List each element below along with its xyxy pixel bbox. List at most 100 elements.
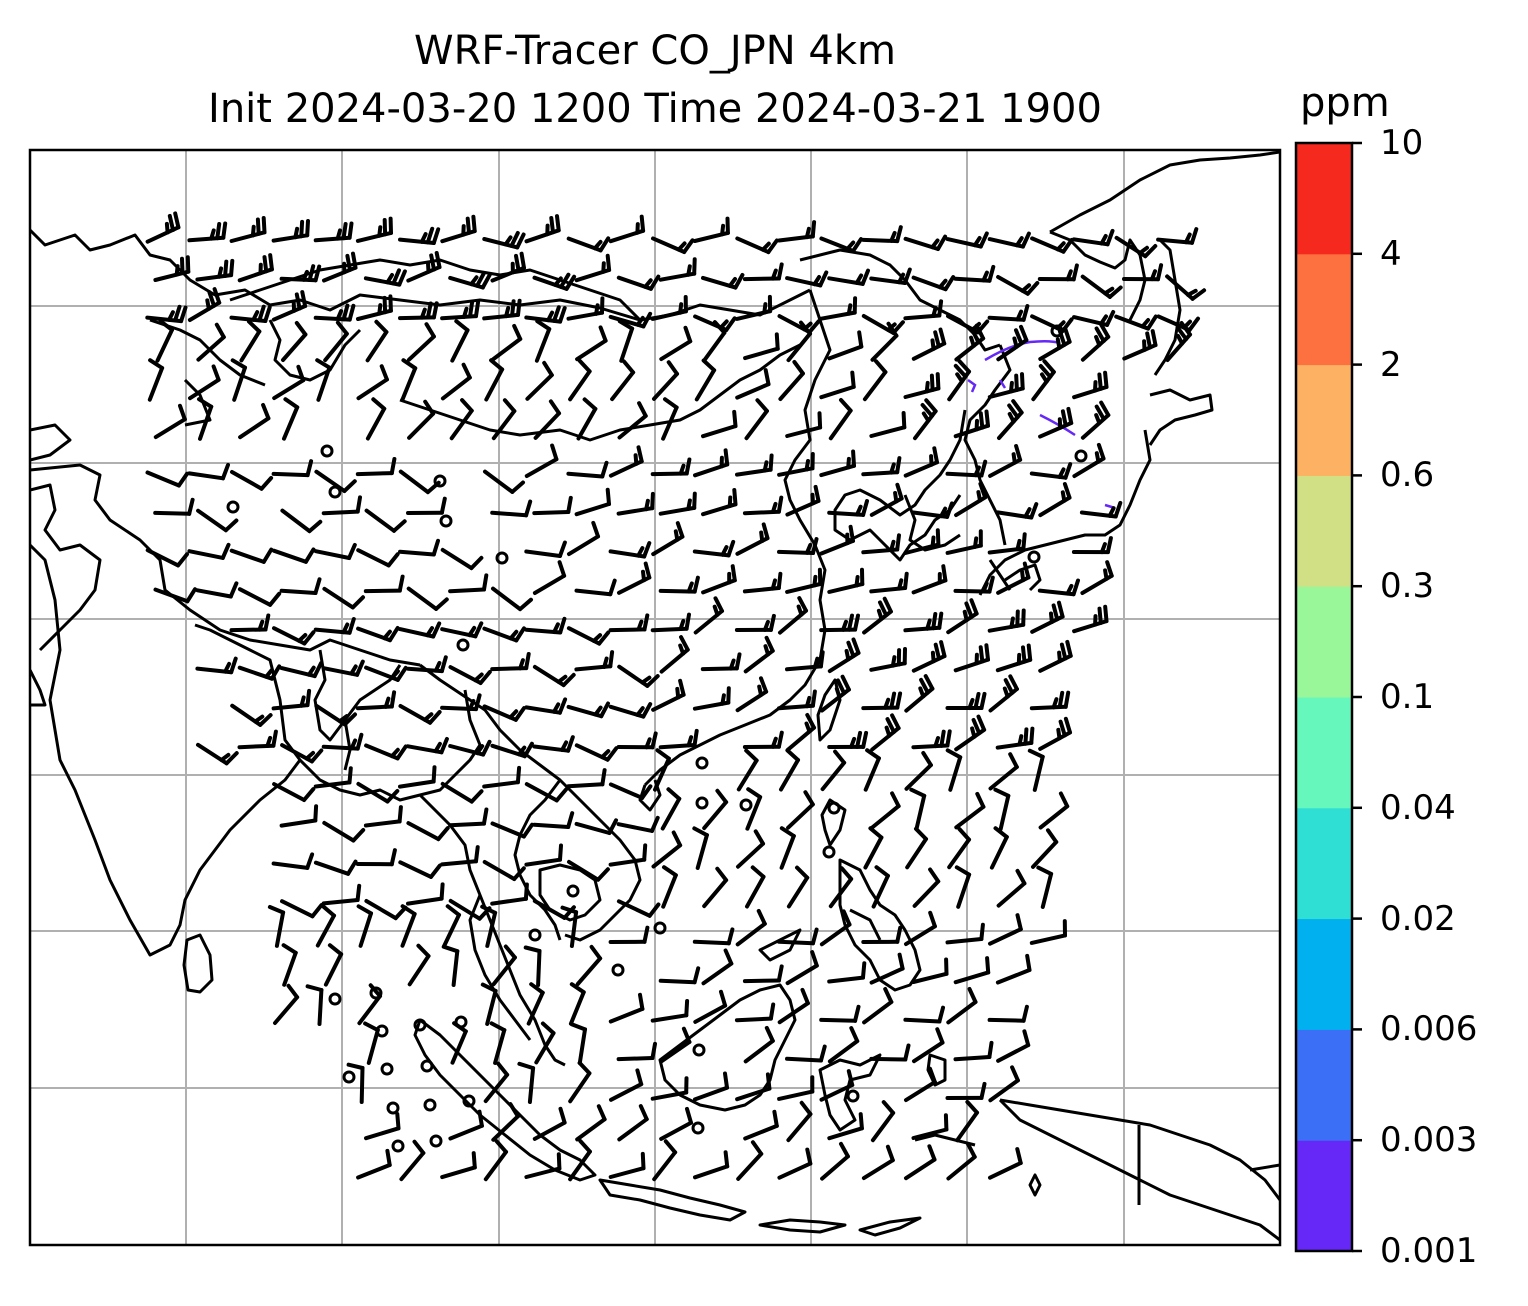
wind-barb-feather [187,497,195,516]
wind-barb-shaft [313,860,351,876]
wind-barb-feather [514,253,521,272]
wind-barb-shaft [485,988,498,1026]
wind-barb-feather [1009,616,1015,629]
wind-barb-feather [158,319,174,332]
wind-barb-feather [592,239,603,251]
wind-barb-feather [1055,337,1062,350]
wind-barb-feather [1015,1147,1023,1165]
wind-barb-feather [480,904,498,915]
wind-barb-feather [811,537,819,555]
wind-barb-feather [489,358,505,372]
wind-barb-shaft [736,758,759,792]
wind-barb-feather [559,272,571,289]
wind-barb-feather [935,1027,945,1045]
wind-barb-shaft [280,899,315,919]
wind-barb-feather [321,904,336,918]
wind-barb-feather [569,982,586,995]
wind-barb-feather [1105,310,1116,327]
wind-barb-feather [650,731,658,750]
wind-barb-feather [1175,325,1189,342]
wind-barb-feather [641,311,653,329]
wind-barb-shaft [827,344,864,361]
wind-barb-feather [678,302,684,315]
calm-wind-marker [692,1043,706,1057]
wind-barb-feather [933,642,941,661]
wind-barb-feather [385,789,400,804]
calm-wind-marker [433,474,447,488]
wind-barb-feather [1071,263,1079,282]
wind-barb-feather [1094,413,1102,425]
wind-barb-feather [881,1100,896,1115]
wind-barb-feather [489,1021,507,1033]
wind-barb-shaft [743,1123,779,1141]
wind-barbs [145,211,1207,1182]
wind-barb-feather [521,822,534,839]
wind-barb-feather [712,604,720,617]
wind-barb-feather [763,368,771,387]
wind-barb-feather [1061,238,1074,254]
wind-barb-feather [263,613,271,632]
wind-barb-shaft [616,899,652,918]
wind-barb-feather [268,253,274,272]
wind-barb-shaft [777,1001,810,1025]
wind-barb-feather [566,735,575,753]
wind-barb-feather [889,539,896,552]
wind-barb-feather [876,608,884,621]
wind-barb-feather [945,501,954,519]
wind-barb-feather [473,672,484,683]
wind-barb-feather [508,1102,520,1119]
wind-barb-feather [265,735,273,748]
wind-barb-feather [810,950,819,968]
wind-barb-feather [930,650,936,664]
wind-barb-shaft [282,950,298,987]
wind-barb-feather [978,645,985,664]
wind-barb-shaft [365,406,387,441]
wind-barb-feather [341,222,348,241]
wind-barb-feather [429,863,442,879]
wind-barb-shaft [574,588,613,597]
wind-barb-feather [1007,403,1020,420]
wind-barb-feather [883,697,891,710]
wind-barb-feather [400,904,417,916]
wind-barb-feather [1063,690,1071,709]
wind-barb-feather [255,217,261,236]
wind-barb-feather [540,1021,556,1036]
wind-barb-feather [865,748,881,761]
wind-barb-feather [1046,828,1059,844]
wind-barb-feather [1022,561,1031,580]
calm-wind-marker [226,500,240,514]
wind-barb-feather [650,491,655,511]
wind-barb-feather [927,1144,937,1162]
wind-barb-feather [1146,314,1158,331]
wind-barb-shaft [995,968,1032,985]
wind-barb-shaft [745,874,766,909]
wind-barb-feather [312,661,323,679]
wind-barb-feather [889,691,897,710]
wind-barb-feather [600,768,607,787]
wind-barb-feather [474,693,482,712]
wind-barb-feather [600,460,609,479]
wind-barb-shaft [322,586,355,610]
wind-barb-feather [1020,372,1025,391]
wind-barb-shaft [735,1086,772,1102]
wind-barb-feather [792,360,805,376]
wind-barb-feather [762,460,769,473]
wind-barb-shaft [232,365,247,402]
wind-barb-shaft [448,1123,484,1141]
wind-barb-feather [207,290,216,308]
wind-barb-feather [1026,643,1033,662]
wind-barb-feather [608,578,617,597]
wind-barb-shaft [955,1110,979,1143]
wind-barb-feather [1058,791,1070,809]
wind-barb-feather [850,370,856,389]
wind-barb-shaft [1029,933,1067,945]
wind-barb-shaft [693,1003,728,1024]
wind-barb-feather [433,660,442,673]
wind-barb-feather [377,225,383,238]
wind-barb-feather [401,358,418,371]
wind-barb-feather [395,744,408,761]
wind-barb-shaft [862,1000,894,1025]
wind-barb-feather [633,453,639,466]
wind-barb-shaft [407,954,431,987]
wind-barb-feather [760,241,771,252]
